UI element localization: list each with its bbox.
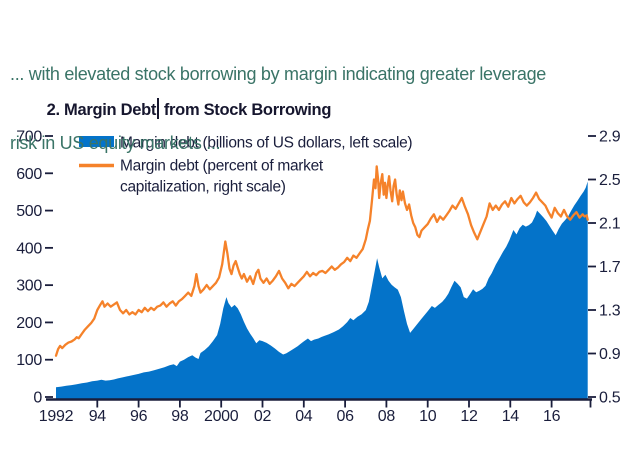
x-axis-tick-label: 12 (460, 408, 478, 425)
right-axis-tick-label: 1.7 (599, 259, 621, 276)
right-axis-tick-label: 0.9 (599, 346, 621, 363)
legend-label-percent-line-2: capitalization, right scale) (120, 179, 286, 196)
chart-title[interactable]: 2. Margin Debt from Stock Borrowing (38, 79, 331, 120)
x-axis-tick-label: 94 (89, 408, 107, 425)
right-axis: 0.5 0.9 1.3 1.7 2.1 2.5 2.9 (588, 129, 621, 407)
left-axis-tick-label: 200 (16, 315, 42, 332)
x-axis-tick-label: 10 (419, 408, 437, 425)
legend-label-margin-debt: Margin debt (billions of US dollars, lef… (120, 135, 412, 152)
left-axis-tick-label: 600 (16, 166, 42, 183)
chart-title-after-cursor: from Stock Borrowing (159, 101, 332, 119)
right-axis-tick-label: 0.5 (599, 390, 621, 407)
text-cursor (157, 98, 159, 119)
figure-caption-line-1: ... with elevated stock borrowing by mar… (10, 64, 546, 84)
left-axis-tick-label: 500 (16, 203, 42, 220)
legend-swatch-margin-debt (79, 136, 114, 147)
margin-debt-percent-line (54, 165, 589, 357)
x-axis-tick-label: 98 (171, 408, 189, 425)
left-axis-tick-label: 400 (16, 240, 42, 257)
legend-label-percent-line-1: Margin debt (percent of market (120, 158, 324, 175)
x-axis-tick-label: 96 (130, 408, 148, 425)
left-axis: 0 100 200 300 400 500 600 700 (16, 129, 53, 407)
x-axis-tick-label: 02 (254, 408, 272, 425)
blue-area-series (56, 181, 588, 399)
x-axis-tick-label: 14 (502, 408, 520, 425)
x-axis-tick-label: 04 (295, 408, 313, 425)
left-axis-tick-label: 100 (16, 352, 42, 369)
x-axis: 1992 94 96 98 2000 02 04 06 08 10 12 14 16 (39, 398, 592, 425)
right-axis-tick-label: 2.9 (599, 129, 621, 146)
figure-caption-line-2: risk in US equity markets ... (10, 133, 221, 153)
orange-line-series (54, 165, 589, 357)
left-axis-tick-label: 300 (16, 278, 42, 295)
x-axis-tick-label: 08 (378, 408, 396, 425)
x-axis-tick-label: 16 (543, 408, 561, 425)
right-axis-tick-label: 1.3 (599, 303, 621, 320)
margin-debt-area (56, 181, 588, 399)
left-axis-tick-label: 0 (33, 390, 42, 407)
legend: Margin debt (billions of US dollars, lef… (79, 135, 413, 196)
x-axis-tick-label: 06 (336, 408, 354, 425)
right-axis-tick-label: 2.5 (599, 172, 621, 189)
x-axis-tick-label: 1992 (39, 408, 74, 425)
left-axis-tick-label: 700 (16, 129, 42, 146)
figure-caption: ... with elevated stock borrowing by mar… (10, 17, 546, 178)
right-axis-tick-label: 2.1 (599, 216, 621, 233)
chart-title-before-cursor: 2. Margin Debt (46, 101, 157, 119)
x-axis-tick-label: 2000 (204, 408, 239, 425)
